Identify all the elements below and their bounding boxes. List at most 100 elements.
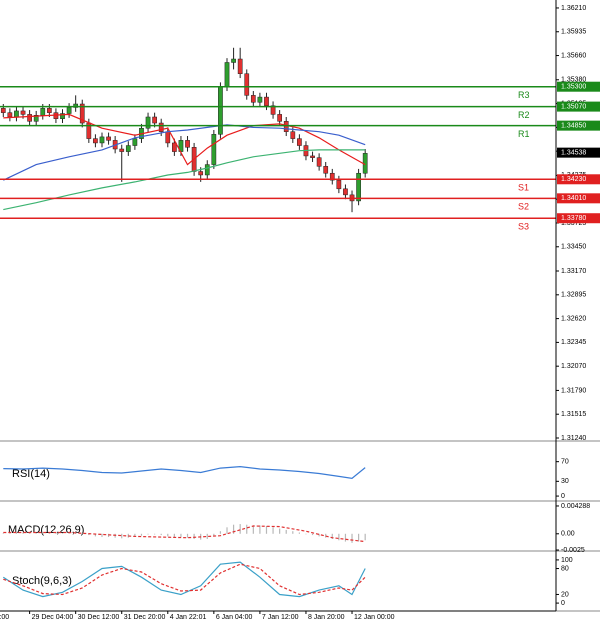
candle-body [46, 108, 52, 113]
histogram-bar [252, 525, 254, 534]
y-tick-label: 80 [561, 565, 569, 572]
candle-body [277, 114, 283, 122]
y-tick-label: 70 [561, 459, 569, 466]
candle-body [297, 138, 302, 146]
candle-body [152, 116, 157, 124]
candle-body [79, 103, 85, 124]
x-tick-label: 8 Jan 20:00 [308, 614, 345, 621]
candle-body [119, 148, 125, 152]
candle-body [40, 108, 46, 116]
histogram-bar [88, 533, 90, 536]
histogram-bar [9, 533, 11, 534]
candle-body [218, 86, 223, 135]
y-tick-label: 1.33450 [561, 244, 586, 251]
histogram-bar [239, 524, 241, 534]
histogram-bar [318, 533, 320, 537]
histogram-bar [213, 533, 215, 537]
y-tick-label: -0.0025 [561, 547, 585, 554]
candle-body [283, 121, 289, 132]
candle-body [14, 110, 19, 118]
y-tick-label: 1.33170 [561, 268, 586, 275]
candle-body [224, 62, 230, 87]
candle-body [198, 171, 204, 176]
histogram-bar [140, 533, 143, 536]
x-tick-label: 29 Dec 04:00 [32, 614, 74, 621]
candle-body [316, 157, 322, 167]
y-tick-label: 1.31790 [561, 387, 586, 394]
histogram-bar [154, 533, 156, 535]
level-name: R2 [518, 110, 530, 120]
pane-label: MACD(12,26,9) [8, 524, 84, 536]
x-tick-label: 30 Dec 12:00 [78, 614, 120, 621]
level-name: S2 [518, 202, 529, 212]
histogram-bar [311, 533, 314, 536]
histogram-bar [331, 533, 333, 539]
histogram-bar [358, 533, 360, 542]
level-value: 1.35070 [561, 103, 586, 110]
y-tick-label: 1.32070 [561, 363, 586, 370]
candle-body [185, 140, 190, 148]
level-tag [557, 101, 600, 112]
histogram-bar [29, 533, 31, 534]
candle-body [125, 145, 131, 152]
y-tick-label: 0 [561, 493, 565, 500]
candle-body [106, 136, 111, 141]
histogram-bar [81, 533, 83, 534]
indicator-line [3, 563, 366, 596]
histogram-bar [298, 532, 300, 534]
y-tick-label: 1.35935 [561, 29, 586, 36]
level-name: R1 [518, 129, 530, 139]
histogram-bar [15, 532, 18, 534]
candle-body [244, 73, 250, 96]
histogram-bar [265, 526, 268, 534]
candle-body [290, 131, 296, 139]
candle-body [20, 110, 26, 115]
candle-body [73, 103, 79, 108]
candle-body [158, 122, 164, 132]
histogram-bar [186, 533, 189, 538]
histogram-bar [42, 532, 44, 534]
level-value: 1.34850 [561, 122, 586, 129]
histogram-bar [351, 533, 353, 543]
pane-label: RSI(14) [12, 468, 50, 480]
level-tag [557, 120, 600, 131]
histogram-bar [48, 532, 50, 534]
moving-average [3, 124, 366, 181]
histogram-bar [160, 533, 162, 536]
y-tick-label: 1.31240 [561, 435, 586, 442]
price-tag-label: 1.34538 [561, 149, 586, 156]
candle-body [7, 112, 13, 118]
y-tick-label: 0 [561, 600, 565, 607]
level-tag [557, 193, 600, 204]
moving-average [3, 113, 366, 166]
y-tick-label: 1.33725 [561, 220, 586, 227]
y-tick-label: 100 [561, 557, 573, 564]
histogram-bar [285, 529, 287, 534]
histogram-bar [147, 533, 149, 535]
indicator-line [3, 465, 366, 480]
x-tick-label: 31 Dec 20:00 [124, 614, 166, 621]
candle-body [66, 107, 72, 114]
candle-body [172, 142, 177, 152]
candle-body [27, 114, 32, 122]
histogram-bar [35, 533, 37, 534]
histogram-bar [121, 533, 123, 539]
candle-body [132, 138, 138, 146]
level-tag [557, 81, 600, 92]
histogram-bar [206, 533, 208, 539]
candle-body [257, 96, 263, 103]
candle-body [165, 131, 171, 144]
histogram-bar [68, 532, 70, 534]
candle-body [310, 155, 315, 158]
x-tick-label: 7 Jan 12:00 [262, 614, 299, 621]
candle-body [237, 58, 243, 74]
histogram-bar [101, 533, 103, 538]
y-tick-label: 0.004288 [561, 503, 590, 510]
candle-body [270, 105, 276, 115]
histogram-bar [232, 524, 235, 534]
histogram-bar [305, 533, 307, 535]
candle-body [145, 116, 151, 129]
histogram-bar [338, 533, 340, 541]
candle-body [204, 164, 210, 176]
